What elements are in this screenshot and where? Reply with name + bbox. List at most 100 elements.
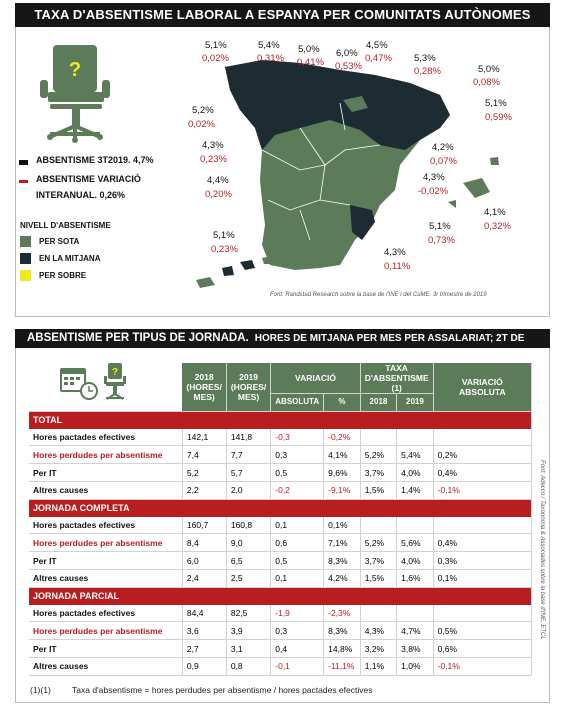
table-row: Hores pactades efectives 160,7 160,8 0,1 0,1… xyxy=(29,516,533,535)
row-label: Per IT xyxy=(29,463,183,482)
swatch-dark xyxy=(20,253,31,264)
table-cell: -9,1% xyxy=(323,481,361,500)
table-row: Per IT 2,7 3,1 0,4 14,8% 3,2% 3,8% 0,6% xyxy=(29,639,533,658)
row-label: Hores perdudes per absentisme xyxy=(29,533,183,553)
map-panel xyxy=(15,27,550,317)
table-cell: -0,1% xyxy=(433,657,533,676)
table-cell: 141,8 xyxy=(226,428,272,447)
table-cell: -0,2% xyxy=(323,428,361,447)
table-row: Hores perdudes per absentisme 3,6 3,9 0,3 8,… xyxy=(29,621,533,641)
table-cell: 4,7% xyxy=(396,621,434,641)
table-cell xyxy=(433,604,533,623)
row-label: Hores pactades efectives xyxy=(29,516,183,535)
table-cell: 0,6% xyxy=(433,639,533,658)
table-cell: 3,2% xyxy=(360,639,398,658)
table-cell: 7,4 xyxy=(182,445,227,465)
legend-absentisme: ABSENTISME 3T2019. 4,7% xyxy=(36,155,154,165)
absentisme-table: 2018 (HORES/MES) 2019 (HORES/MES) VARIACIÓ… xyxy=(29,363,533,676)
table-cell: 3,8% xyxy=(396,639,434,658)
map-source: Font: Randstad Research sobre la base de… xyxy=(270,292,487,298)
table-cell: 1,4% xyxy=(396,481,434,500)
table-cell: 2,7 xyxy=(182,639,227,658)
table-cell: 5,4% xyxy=(396,445,434,465)
footnote-mark: (1)(1) xyxy=(30,685,51,695)
table-cell xyxy=(396,428,434,447)
table-source: Font: Adecco / Taxonomia & Associades so… xyxy=(539,460,545,640)
row-label: Hores perdudes per absentisme xyxy=(29,445,183,465)
table-cell: 142,1 xyxy=(182,428,227,447)
section-header: JORNADA PARCIAL xyxy=(29,587,532,605)
table-row: Hores perdudes per absentisme 8,4 9,0 0,6 7,… xyxy=(29,533,533,553)
table-cell: 9,6% xyxy=(323,463,361,482)
row-label: Altres causes xyxy=(29,657,183,676)
table-cell: 5,2% xyxy=(360,533,398,553)
table-cell: 6,0 xyxy=(182,551,227,570)
table-cell xyxy=(396,604,434,623)
table-cell xyxy=(433,516,533,535)
table-cell: 1,6% xyxy=(396,569,434,588)
col-2018: 2018 (HORES/MES) xyxy=(182,363,227,412)
table-title-bar: ABSENTISME PER TIPUS DE JORNADA. HORES DE… xyxy=(15,329,550,363)
table-cell: 4,0% xyxy=(396,551,434,570)
table-row: Hores perdudes per absentisme 7,4 7,7 0,3 4,… xyxy=(29,445,533,465)
row-label: Hores perdudes per absentisme xyxy=(29,621,183,641)
table-cell: 0,3 xyxy=(270,621,325,641)
row-label: Per IT xyxy=(29,639,183,658)
table-cell: 6,5 xyxy=(226,551,272,570)
swatch-yellow xyxy=(20,270,31,281)
table-cell: 0,5% xyxy=(433,621,533,641)
level-per-sobre: PER SOBRE xyxy=(20,270,86,281)
section-header: JORNADA COMPLETA xyxy=(29,499,532,517)
table-cell: 0,4 xyxy=(270,639,325,658)
table-cell: 0,5 xyxy=(270,551,325,570)
table-cell: 7,7 xyxy=(226,445,272,465)
level-title: NIVELL D'ABSENTISME xyxy=(20,221,111,230)
table-cell: 0,8 xyxy=(226,657,272,676)
table-cell: 4,1% xyxy=(323,445,361,465)
table-cell xyxy=(433,428,533,447)
table-cell xyxy=(360,428,398,447)
table-cell xyxy=(360,516,398,535)
table-cell: 2,2 xyxy=(182,481,227,500)
table-cell: 8,3% xyxy=(323,621,361,641)
table-cell xyxy=(396,516,434,535)
col-absoluta: ABSOLUTA xyxy=(270,393,325,412)
col-taxa-2019: 2019 xyxy=(396,393,434,412)
table-cell xyxy=(360,604,398,623)
table-cell: -11,1% xyxy=(323,657,361,676)
table-cell: 1,5% xyxy=(360,481,398,500)
table-cell: 4,3% xyxy=(360,621,398,641)
table-cell: 8,4 xyxy=(182,533,227,553)
table-row: Altres causes 2,4 2,5 0,1 4,2% 1,5% 1,6% 0,1% xyxy=(29,569,533,588)
row-label: Hores pactades efectives xyxy=(29,428,183,447)
table-cell: 1,5% xyxy=(360,569,398,588)
table-cell: 0,9 xyxy=(182,657,227,676)
section-title: JORNADA PARCIAL xyxy=(29,587,532,605)
col-variacio: VARIACIÓ xyxy=(270,363,361,394)
table-cell: 9,0 xyxy=(226,533,272,553)
table-cell: 2,0 xyxy=(226,481,272,500)
table-cell: 0,3 xyxy=(270,445,325,465)
row-label: Altres causes xyxy=(29,569,183,588)
table-cell: 2,4 xyxy=(182,569,227,588)
table-header-row-1: 2018 (HORES/MES) 2019 (HORES/MES) VARIACIÓ… xyxy=(29,363,533,412)
table-cell: 0,2% xyxy=(433,445,533,465)
table-cell: 1,1% xyxy=(360,657,398,676)
table-cell: 0,1% xyxy=(433,569,533,588)
section-header: TOTAL xyxy=(29,411,532,429)
col-2019: 2019 (HORES/MES) xyxy=(226,363,272,412)
table-cell: 5,6% xyxy=(396,533,434,553)
map-title: TAXA D'ABSENTISME LABORAL A ESPANYA PER … xyxy=(15,3,550,27)
table-cell: 0,4% xyxy=(433,533,533,553)
table-cell: 84,4 xyxy=(182,604,227,623)
table-cell: 7,1% xyxy=(323,533,361,553)
table-cell: 160,8 xyxy=(226,516,272,535)
table-cell: 0,4% xyxy=(433,463,533,482)
swatch-green xyxy=(20,236,31,247)
table-cell: 3,9 xyxy=(226,621,272,641)
table-cell: 0,6 xyxy=(270,533,325,553)
table-row: Per IT 5,2 5,7 0,5 9,6% 3,7% 4,0% 0,4% xyxy=(29,463,533,482)
table-cell: 5,2% xyxy=(360,445,398,465)
table-cell: -0,1% xyxy=(433,481,533,500)
level-per-sota: PER SOTA xyxy=(20,236,79,247)
